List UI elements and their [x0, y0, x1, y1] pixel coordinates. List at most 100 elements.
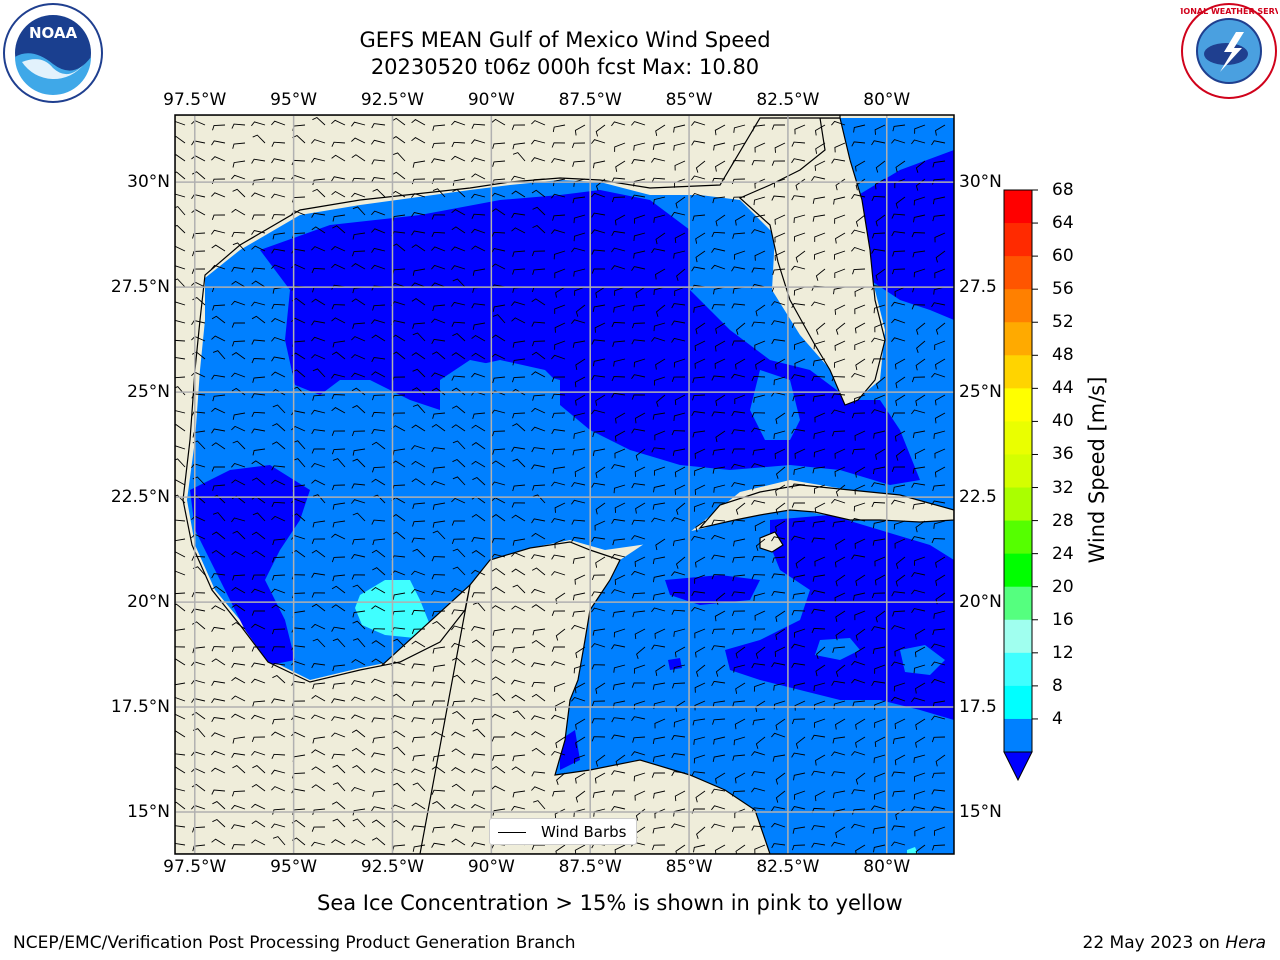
wind-barb	[892, 124, 906, 132]
wind-barb	[251, 315, 266, 324]
wind-barb	[352, 638, 366, 648]
wind-barb	[511, 731, 526, 738]
wind-barb	[911, 572, 926, 577]
wind-barb	[554, 268, 566, 279]
wind-barb	[271, 214, 286, 220]
wind-barb	[452, 458, 466, 468]
wind-barb	[591, 700, 606, 707]
wind-barb	[694, 358, 706, 369]
wind-barb	[751, 229, 766, 234]
wind-barb	[212, 394, 226, 402]
wind-barb	[631, 428, 646, 434]
wind-barb	[574, 376, 586, 388]
wind-barb	[211, 573, 226, 579]
wind-barb	[231, 462, 246, 468]
wind-barb	[371, 837, 386, 846]
wind-barb	[554, 304, 566, 314]
wind-barb	[311, 226, 326, 234]
wind-barb	[311, 246, 326, 252]
wind-barb	[412, 322, 426, 329]
wind-barb	[595, 394, 606, 406]
wind-barb	[551, 412, 566, 419]
wind-barb	[854, 610, 866, 621]
wind-barb	[272, 423, 286, 432]
wind-barb	[673, 718, 686, 728]
wind-barb	[431, 610, 446, 617]
wind-barb	[614, 448, 626, 459]
wind-barb	[352, 448, 366, 456]
wind-barb	[251, 678, 266, 684]
wind-barb	[715, 664, 726, 677]
wind-barb	[691, 606, 706, 612]
wind-barb	[612, 538, 626, 546]
wind-barb	[894, 718, 906, 729]
wind-barb	[211, 717, 226, 723]
wind-barb	[271, 604, 286, 612]
wind-barb	[551, 158, 566, 164]
wind-barb	[871, 805, 886, 811]
wind-barb	[631, 716, 646, 722]
wind-barb	[755, 646, 766, 659]
wind-barb	[811, 537, 826, 543]
wind-barb	[211, 315, 226, 324]
wind-barb	[673, 358, 686, 368]
wind-barb	[631, 374, 646, 380]
wind-barb	[471, 193, 486, 199]
wind-barb	[694, 628, 706, 639]
wind-barb	[673, 628, 686, 637]
wind-barb	[351, 298, 366, 306]
wind-barb	[471, 442, 486, 450]
wind-barb	[671, 211, 686, 217]
colorbar-tick-label: 4	[1052, 708, 1063, 729]
wind-barb	[311, 603, 326, 612]
wind-barb	[531, 340, 546, 347]
wind-barb	[695, 646, 706, 658]
wind-barb	[874, 718, 886, 728]
wind-barb	[371, 768, 386, 774]
wind-barb	[431, 318, 446, 324]
wind-barb	[511, 175, 526, 181]
wind-barb	[752, 484, 766, 491]
wind-barb	[371, 586, 386, 594]
wind-barb	[232, 412, 246, 420]
wind-barb	[451, 301, 466, 307]
wind-barb	[431, 590, 446, 596]
wind-barb	[371, 549, 386, 558]
wind-barb	[712, 196, 726, 204]
wind-barb	[733, 736, 746, 746]
wind-barb	[471, 569, 486, 576]
wind-barb	[931, 372, 946, 378]
wind-barb	[774, 214, 786, 225]
wind-barb	[311, 784, 326, 792]
wind-barb	[175, 319, 186, 324]
wind-barb	[572, 592, 586, 601]
wind-barb	[754, 250, 766, 261]
wind-barb	[711, 519, 726, 525]
wind-barb	[691, 411, 706, 417]
wind-barb	[554, 682, 566, 692]
wind-barb	[592, 160, 606, 169]
wind-barb	[175, 206, 186, 216]
wind-barb	[871, 592, 886, 599]
wind-barb	[512, 358, 526, 366]
wind-barb	[572, 160, 586, 167]
wind-barb	[911, 409, 926, 415]
wind-barb	[551, 142, 566, 148]
wind-barb	[551, 661, 566, 666]
wind-barb	[311, 694, 326, 702]
wind-barb	[751, 751, 766, 756]
colorbar-tick-label: 24	[1052, 543, 1074, 564]
wind-barb	[211, 767, 226, 774]
wind-barb	[271, 120, 286, 126]
wind-barb	[471, 372, 486, 378]
wind-barb	[914, 826, 926, 837]
wind-barb	[472, 268, 486, 276]
wind-barb	[251, 358, 266, 364]
wind-barb	[692, 430, 706, 438]
wind-barb	[631, 339, 646, 345]
wind-barb	[831, 409, 846, 415]
wind-barb	[175, 410, 186, 414]
wind-barb	[471, 658, 486, 666]
wind-barb	[694, 682, 706, 693]
wind-barb	[934, 826, 946, 836]
